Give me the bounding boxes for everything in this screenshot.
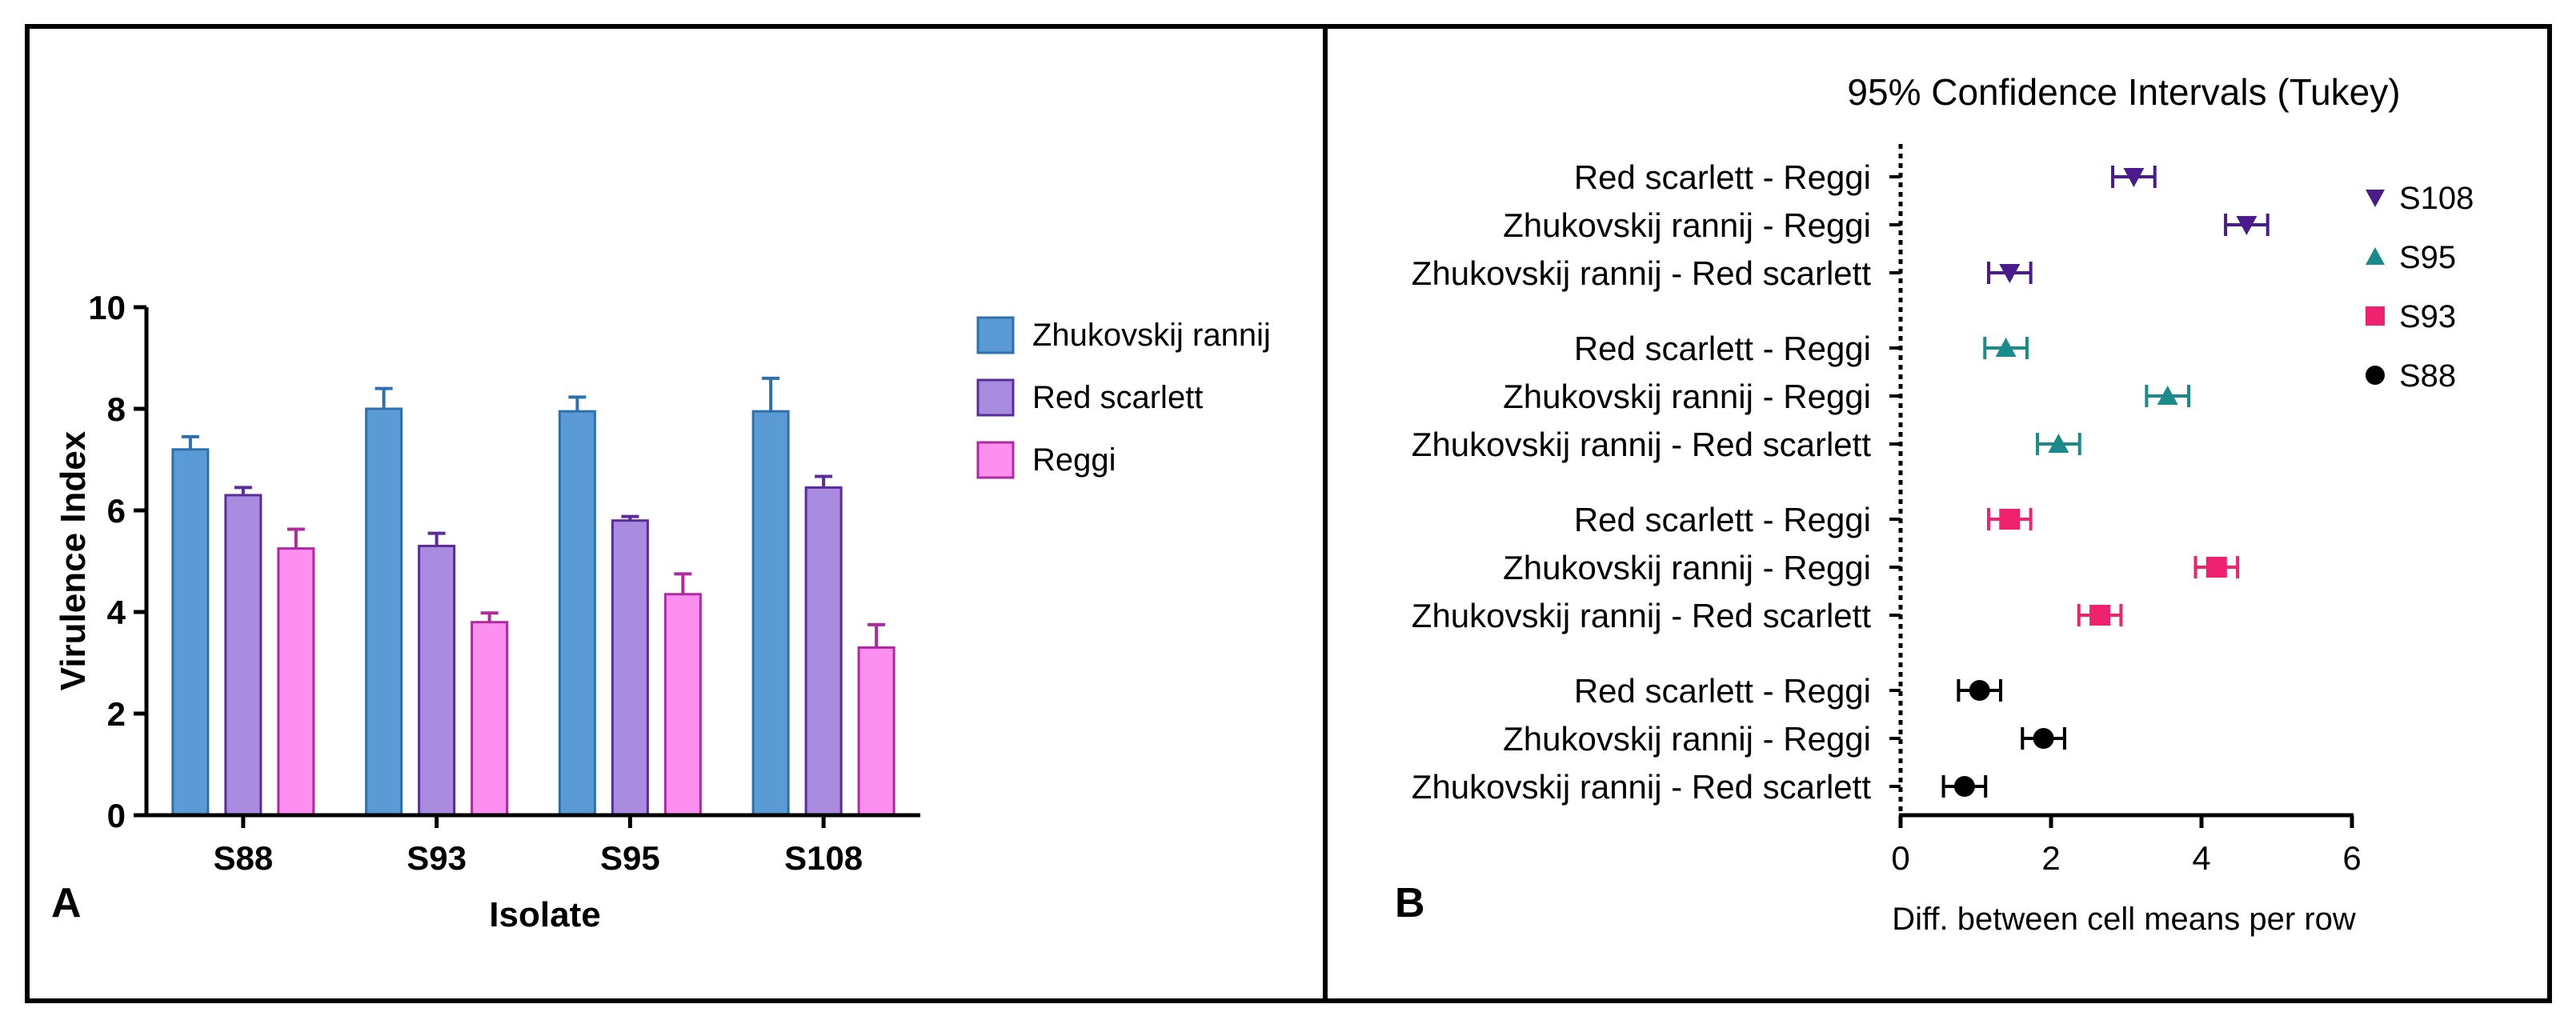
ci-point-marker bbox=[2048, 434, 2069, 453]
bar bbox=[857, 646, 895, 817]
y-tick-label: 4 bbox=[107, 594, 126, 631]
bar bbox=[365, 407, 403, 817]
ci-points bbox=[1941, 166, 2270, 798]
x-tick-label: S95 bbox=[600, 839, 660, 877]
legend-swatch bbox=[976, 316, 1015, 354]
bar bbox=[471, 621, 509, 817]
ci-point-marker bbox=[2236, 216, 2258, 235]
bar bbox=[277, 547, 315, 817]
legend-label: Reggi bbox=[1032, 442, 1116, 478]
row-label: Zhukovskij rannij - Reggi bbox=[1503, 378, 1871, 415]
x-axis-label: Isolate bbox=[489, 895, 600, 934]
x-tick-label: 6 bbox=[2342, 839, 2361, 877]
legend-swatch bbox=[976, 441, 1015, 479]
row-label: Zhukovskij rannij - Reggi bbox=[1503, 206, 1871, 244]
row-label: Red scarlett - Reggi bbox=[1574, 158, 1871, 196]
axes: 0 2 4 6 bbox=[1889, 144, 2362, 877]
row-label: Red scarlett - Reggi bbox=[1574, 672, 1871, 710]
legend-label: S95 bbox=[2399, 240, 2456, 275]
y-tick-label: 2 bbox=[107, 695, 126, 733]
ci-point-marker bbox=[2157, 386, 2178, 405]
panel-a-bar-chart: S88 S93 S95 S108 0 2 4 6 8 10 Zhukovskij rannij Re… bbox=[51, 289, 1271, 934]
row-label: Zhukovskij rannij - Red scarlett bbox=[1412, 597, 1872, 634]
panel-b-border bbox=[1323, 24, 2552, 1003]
ci-point-marker bbox=[2123, 168, 2145, 187]
row-label: Red scarlett - Reggi bbox=[1574, 330, 1871, 367]
legend-marker bbox=[2366, 306, 2385, 326]
legend-marker bbox=[2366, 247, 2385, 265]
ci-point-marker bbox=[1969, 680, 1990, 701]
row-label: Zhukovskij rannij - Red scarlett bbox=[1412, 768, 1872, 806]
ci-point-marker bbox=[1953, 776, 1975, 797]
ci-point-marker bbox=[2033, 728, 2054, 749]
x-tick-label: S108 bbox=[784, 839, 863, 877]
legend: Zhukovskij rannij Red scarlett Reggi bbox=[976, 316, 1271, 479]
ci-point-marker bbox=[2089, 605, 2111, 626]
bar bbox=[751, 410, 790, 817]
axes: S88 S93 S95 S108 0 2 4 6 8 10 bbox=[88, 289, 920, 877]
bar bbox=[611, 519, 649, 817]
bar bbox=[171, 448, 210, 817]
legend: S108 S95 S93 S88 bbox=[2366, 181, 2474, 394]
y-tick-label: 0 bbox=[107, 797, 126, 834]
x-tick-label: 0 bbox=[1891, 839, 1909, 877]
ci-point-marker bbox=[1995, 338, 2017, 357]
legend-label: Zhukovskij rannij bbox=[1032, 318, 1271, 353]
y-tick-label: 6 bbox=[107, 492, 126, 530]
row-label: Zhukovskij rannij - Reggi bbox=[1503, 549, 1871, 586]
ci-point-marker bbox=[2205, 557, 2227, 578]
x-axis-label: Diff. between cell means per row bbox=[1892, 902, 2356, 937]
bar-group bbox=[171, 376, 895, 817]
legend-label: S88 bbox=[2399, 358, 2456, 394]
x-tick-label: 4 bbox=[2192, 839, 2210, 877]
panel-label-b: B bbox=[1395, 880, 1425, 926]
x-tick-label: S88 bbox=[214, 839, 274, 877]
y-tick-label: 8 bbox=[107, 390, 126, 428]
row-label: Zhukovskij rannij - Red scarlett bbox=[1412, 254, 1872, 292]
panel-label-a: A bbox=[51, 880, 82, 926]
y-tick-label: 10 bbox=[88, 289, 126, 326]
bar bbox=[804, 486, 843, 817]
legend-marker bbox=[2366, 190, 2385, 207]
bar bbox=[663, 593, 702, 817]
bar bbox=[558, 410, 596, 817]
row-label: Zhukovskij rannij - Red scarlett bbox=[1412, 426, 1872, 463]
bar bbox=[418, 544, 456, 817]
row-label: Red scarlett - Reggi bbox=[1574, 501, 1871, 538]
legend-label: S108 bbox=[2399, 181, 2474, 216]
bar bbox=[224, 494, 262, 817]
panel-b-confidence-intervals: 95% Confidence Intervals (Tukey) Red sca… bbox=[1395, 71, 2474, 937]
legend-label: S93 bbox=[2399, 299, 2456, 334]
x-tick-label: S93 bbox=[407, 839, 467, 877]
y-axis-label: Virulence Index bbox=[54, 430, 93, 690]
ci-point-marker bbox=[1999, 509, 2021, 530]
legend-label: Red scarlett bbox=[1032, 380, 1203, 415]
row-label: Zhukovskij rannij - Reggi bbox=[1503, 720, 1871, 758]
x-tick-label: 2 bbox=[2041, 839, 2060, 877]
legend-marker bbox=[2366, 366, 2385, 385]
ci-point-marker bbox=[1999, 264, 2021, 283]
row-labels: Red scarlett - Reggi Zhukovskij rannij - … bbox=[1412, 158, 1872, 806]
legend-swatch bbox=[976, 378, 1015, 417]
chart-title: 95% Confidence Intervals (Tukey) bbox=[1847, 71, 2400, 113]
